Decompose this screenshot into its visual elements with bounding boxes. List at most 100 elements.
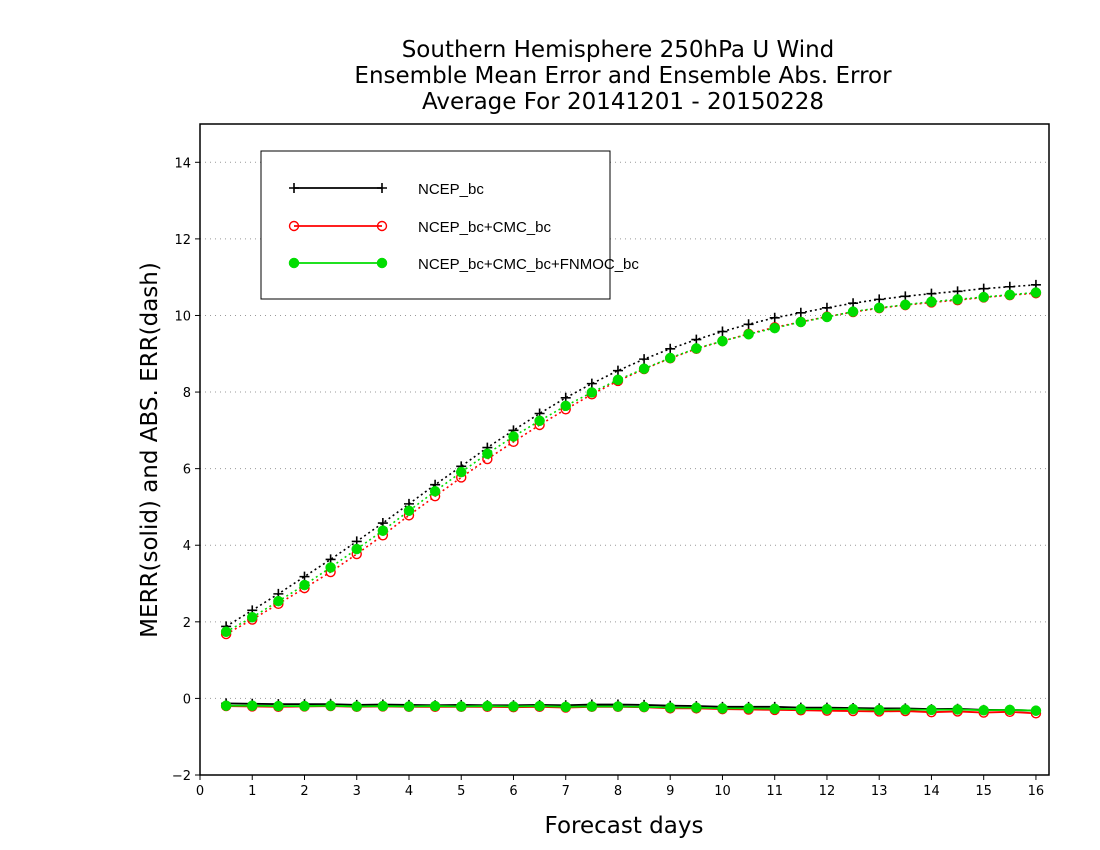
abs-err-point xyxy=(325,562,336,573)
x-tick-label: 4 xyxy=(405,784,413,799)
y-tick-label: 2 xyxy=(183,616,191,631)
y-axis-label: MERR(solid) and ABS. ERR(dash) xyxy=(137,262,163,638)
abs-err-point xyxy=(638,363,650,374)
y-tick-label: 6 xyxy=(183,463,191,478)
abs-err-point xyxy=(612,365,623,376)
x-tick-label: 5 xyxy=(457,784,465,799)
abs-err-point xyxy=(743,328,754,340)
abs-err-point xyxy=(612,374,624,386)
abs-err-point xyxy=(691,334,702,345)
mean-err-point xyxy=(926,704,937,716)
mean-err-point xyxy=(612,701,624,712)
abs-err-point xyxy=(429,485,441,497)
abs-err-line xyxy=(225,284,1036,628)
x-tick-label: 3 xyxy=(353,784,361,799)
abs-err-point xyxy=(299,579,310,591)
abs-err-point xyxy=(1030,287,1042,298)
y-tick-label: 14 xyxy=(174,156,191,171)
legend: NCEP_bc NCEP_bc+CMC_bc NCEP_bc+CMC_bc+FNMO… xyxy=(260,150,639,300)
x-tick-label: 11 xyxy=(766,784,783,799)
legend-label: NCEP_bc xyxy=(418,181,484,198)
abs-err-point xyxy=(664,352,676,364)
abs-err-point xyxy=(482,448,493,459)
title-line-1: Southern Hemisphere 250hPa U Wind xyxy=(402,37,835,63)
mean-err-point xyxy=(560,701,571,713)
abs-err-point xyxy=(717,335,728,347)
y-tick-label: 12 xyxy=(174,233,191,248)
mean-err-point xyxy=(403,701,415,712)
abs-err-point xyxy=(508,431,519,442)
legend-marker xyxy=(377,183,387,193)
legend-item-0: NCEP_bc xyxy=(289,181,484,198)
mean-err-point xyxy=(534,700,545,712)
mean-err-point xyxy=(508,701,519,712)
mean-err-point xyxy=(691,702,702,713)
mean-err-point xyxy=(1030,705,1042,716)
mean-err-point xyxy=(900,704,911,715)
mean-err-point xyxy=(455,701,467,712)
mean-err-point xyxy=(1004,704,1016,716)
mean-err-point xyxy=(586,701,598,712)
series-layer xyxy=(220,279,1042,719)
mean-err-point xyxy=(847,703,859,715)
abs-err-point xyxy=(873,302,885,314)
abs-err-point xyxy=(586,387,598,398)
abs-err-point xyxy=(246,611,258,623)
abs-err-point xyxy=(560,400,571,412)
legend-item-2: NCEP_bc+CMC_bc+FNMOC_bc xyxy=(288,256,639,273)
y-tick-label: 4 xyxy=(183,539,191,554)
abs-err-point xyxy=(847,306,859,317)
abs-err-point xyxy=(900,299,911,310)
abs-err-line xyxy=(225,292,1036,635)
mean-err-point xyxy=(220,700,232,711)
x-tick-label: 2 xyxy=(300,784,308,799)
series-2 xyxy=(220,287,1042,716)
mean-err-point xyxy=(821,703,833,715)
x-tick-label: 13 xyxy=(871,784,888,799)
legend-label: NCEP_bc+CMC_bc xyxy=(418,219,551,236)
x-tick-label: 14 xyxy=(923,784,940,799)
legend-marker xyxy=(376,257,388,269)
abs-err-point xyxy=(455,466,467,478)
mean-err-point xyxy=(377,700,389,712)
abs-err-point xyxy=(220,626,232,638)
legend-marker xyxy=(288,257,300,269)
mean-err-point xyxy=(978,705,989,716)
x-tick-label: 8 xyxy=(614,784,622,799)
x-tick-label: 12 xyxy=(819,784,836,799)
mean-err-point xyxy=(795,703,807,715)
abs-err-point xyxy=(273,595,284,607)
mean-err-point xyxy=(325,700,336,711)
abs-err-point xyxy=(926,296,937,307)
mean-err-point xyxy=(351,701,362,712)
abs-err-point xyxy=(351,543,362,555)
mean-err-point xyxy=(952,704,963,715)
y-tick-label: 8 xyxy=(183,386,191,401)
legend-items: NCEP_bc NCEP_bc+CMC_bc NCEP_bc+CMC_bc+FNMO… xyxy=(288,181,639,273)
x-tick-label: 9 xyxy=(666,784,674,799)
x-tick-label: 16 xyxy=(1028,784,1045,799)
series-1 xyxy=(220,288,1042,719)
chart-title: Southern Hemisphere 250hPa U Wind Ensemb… xyxy=(354,37,892,115)
abs-err-point xyxy=(978,291,989,303)
mean-err-point xyxy=(429,700,441,712)
mean-err-point xyxy=(664,702,676,713)
mean-err-point xyxy=(273,700,284,712)
abs-err-point xyxy=(769,322,780,334)
abs-err-point xyxy=(586,378,597,389)
x-tick-label: 0 xyxy=(196,784,204,799)
abs-err-line xyxy=(225,291,1037,633)
x-tick-label: 10 xyxy=(714,784,731,799)
legend-label: NCEP_bc+CMC_bc+FNMOC_bc xyxy=(418,256,639,273)
mean-err-point xyxy=(638,701,650,713)
title-line-2: Ensemble Mean Error and Ensemble Abs. Er… xyxy=(354,63,892,89)
abs-err-point xyxy=(743,319,754,330)
mean-err-point xyxy=(743,703,754,714)
mean-err-point xyxy=(717,703,728,714)
legend-box xyxy=(260,150,611,300)
y-tick-label: 0 xyxy=(183,692,191,707)
abs-err-point xyxy=(665,343,676,354)
abs-err-point xyxy=(691,343,702,354)
y-tick-label: 10 xyxy=(174,309,191,324)
